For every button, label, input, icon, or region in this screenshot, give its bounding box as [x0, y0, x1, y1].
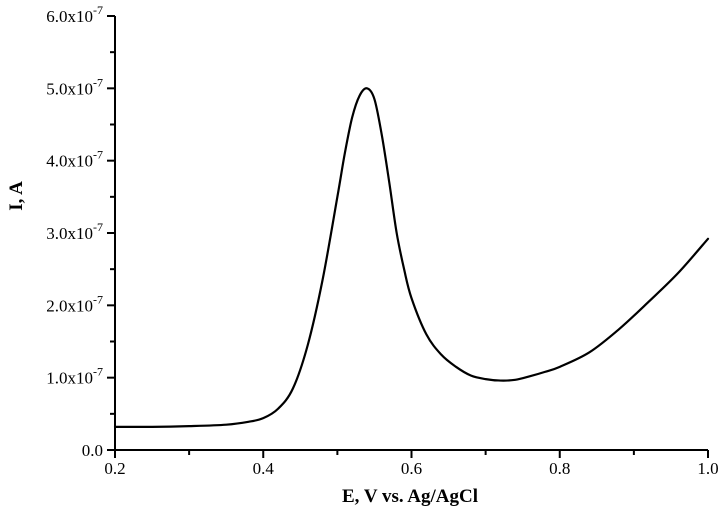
- x-tick-label: 0.8: [549, 459, 570, 478]
- y-tick-label: 0.0: [82, 441, 103, 460]
- y-tick-label: 1.0x10-7: [46, 365, 103, 388]
- x-tick-label: 1.0: [697, 459, 718, 478]
- y-tick-label: 5.0x10-7: [46, 75, 103, 98]
- y-axis-ticks: 0.0 1.0x10-7 2.0x10-7 3.0x10-7 4.0x10-7 5.0x1…: [46, 3, 115, 460]
- y-tick-label: 6.0x10-7: [46, 3, 103, 26]
- x-axis-label: E, V vs. Ag/AgCl: [342, 486, 478, 507]
- x-tick-label: 0.4: [253, 459, 275, 478]
- y-tick-label: 2.0x10-7: [46, 292, 103, 315]
- series-line: [113, 87, 710, 429]
- y-tick-label: 4.0x10-7: [46, 148, 103, 171]
- x-tick-label: 0.2: [104, 459, 125, 478]
- y-axis-label: I, A: [6, 181, 27, 211]
- x-axis-ticks: 0.2 0.4 0.6 0.8 1.0: [104, 450, 719, 478]
- x-tick-label: 0.6: [401, 459, 422, 478]
- y-tick-label: 3.0x10-7: [46, 220, 103, 243]
